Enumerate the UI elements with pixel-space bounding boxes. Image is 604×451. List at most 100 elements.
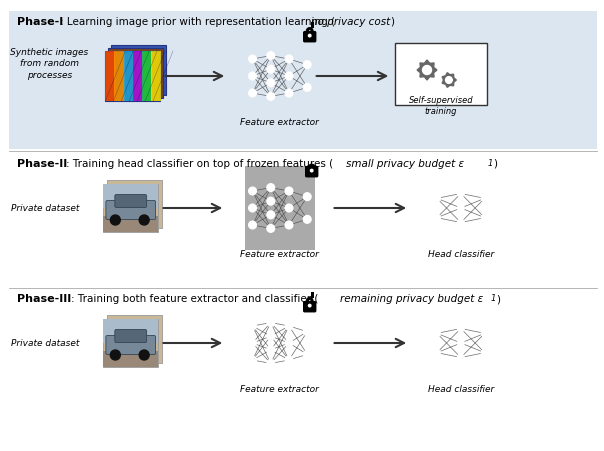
FancyBboxPatch shape: [115, 330, 147, 343]
Circle shape: [249, 56, 257, 64]
Circle shape: [457, 354, 464, 361]
FancyBboxPatch shape: [304, 302, 316, 312]
Circle shape: [267, 212, 275, 219]
Circle shape: [303, 350, 311, 359]
FancyBboxPatch shape: [108, 49, 163, 99]
Text: no privacy cost: no privacy cost: [310, 17, 390, 27]
Circle shape: [303, 84, 311, 92]
FancyBboxPatch shape: [105, 52, 115, 102]
Text: 1: 1: [490, 293, 496, 302]
Circle shape: [309, 305, 311, 307]
Text: : Training head classifier on top of frozen features (: : Training head classifier on top of fro…: [66, 159, 333, 169]
Circle shape: [303, 193, 311, 201]
Circle shape: [285, 90, 293, 98]
Text: Synthetic images
from random
processes: Synthetic images from random processes: [10, 48, 88, 80]
FancyBboxPatch shape: [105, 52, 160, 102]
Text: Feature extractor: Feature extractor: [240, 118, 320, 127]
Circle shape: [267, 66, 275, 74]
FancyBboxPatch shape: [306, 167, 318, 177]
FancyBboxPatch shape: [108, 180, 162, 229]
Text: Phase-III: Phase-III: [18, 293, 72, 304]
Circle shape: [267, 93, 275, 101]
Text: Self-supervised
training: Self-supervised training: [409, 96, 474, 116]
Text: : Training both feature extractor and classifier (: : Training both feature extractor and cl…: [71, 293, 318, 304]
Text: Feature extractor: Feature extractor: [240, 249, 320, 258]
Circle shape: [249, 188, 257, 196]
FancyBboxPatch shape: [103, 351, 158, 367]
Circle shape: [249, 90, 257, 98]
FancyBboxPatch shape: [103, 319, 158, 367]
Circle shape: [267, 225, 275, 233]
Text: small privacy budget ε: small privacy budget ε: [347, 159, 464, 169]
Circle shape: [249, 73, 257, 81]
Circle shape: [457, 220, 464, 226]
Circle shape: [457, 205, 464, 212]
Circle shape: [446, 78, 452, 84]
Circle shape: [249, 205, 257, 212]
Circle shape: [481, 350, 488, 356]
Text: 1: 1: [487, 159, 493, 168]
Circle shape: [285, 339, 293, 347]
Circle shape: [111, 216, 120, 226]
Text: ): ): [390, 17, 394, 27]
Circle shape: [267, 332, 275, 341]
FancyBboxPatch shape: [111, 46, 166, 96]
FancyBboxPatch shape: [10, 12, 597, 150]
FancyBboxPatch shape: [115, 195, 147, 208]
FancyBboxPatch shape: [103, 184, 158, 208]
Polygon shape: [417, 61, 437, 81]
Circle shape: [481, 195, 488, 202]
Circle shape: [285, 188, 293, 196]
Circle shape: [434, 350, 440, 356]
Text: remaining privacy budget ε: remaining privacy budget ε: [339, 293, 483, 304]
Circle shape: [267, 184, 275, 192]
Circle shape: [249, 221, 257, 230]
Circle shape: [139, 350, 149, 360]
FancyBboxPatch shape: [108, 315, 162, 363]
FancyBboxPatch shape: [124, 52, 133, 102]
Circle shape: [303, 61, 311, 69]
Circle shape: [309, 35, 311, 38]
Text: ): ): [493, 159, 498, 169]
FancyBboxPatch shape: [103, 319, 158, 343]
Circle shape: [267, 319, 275, 327]
Circle shape: [249, 322, 257, 330]
FancyBboxPatch shape: [142, 52, 152, 102]
Circle shape: [285, 56, 293, 64]
FancyBboxPatch shape: [304, 32, 316, 43]
Circle shape: [303, 216, 311, 224]
FancyBboxPatch shape: [106, 201, 156, 220]
Circle shape: [267, 80, 275, 87]
Circle shape: [481, 330, 488, 337]
Circle shape: [249, 339, 257, 347]
Text: Phase-I: Phase-I: [18, 17, 63, 27]
Circle shape: [139, 216, 149, 226]
Text: ): ): [496, 293, 501, 304]
Circle shape: [481, 215, 488, 222]
Circle shape: [457, 340, 464, 347]
Circle shape: [285, 356, 293, 364]
FancyBboxPatch shape: [151, 52, 161, 102]
Circle shape: [310, 170, 313, 172]
FancyBboxPatch shape: [103, 216, 158, 232]
Circle shape: [285, 73, 293, 81]
Circle shape: [434, 215, 440, 222]
Circle shape: [303, 328, 311, 336]
FancyBboxPatch shape: [115, 52, 124, 102]
Circle shape: [457, 191, 464, 198]
Circle shape: [285, 322, 293, 330]
Circle shape: [267, 52, 275, 60]
Text: Phase-II: Phase-II: [18, 159, 68, 169]
FancyBboxPatch shape: [133, 52, 143, 102]
Circle shape: [267, 359, 275, 368]
Text: Head classifier: Head classifier: [428, 384, 494, 393]
Text: Private dataset: Private dataset: [11, 339, 79, 348]
Circle shape: [423, 66, 431, 75]
Text: : Learning image prior with representation learning (: : Learning image prior with representati…: [60, 17, 335, 27]
Circle shape: [434, 330, 440, 337]
Text: Private dataset: Private dataset: [11, 204, 79, 213]
FancyBboxPatch shape: [103, 184, 158, 232]
Circle shape: [285, 205, 293, 212]
FancyBboxPatch shape: [106, 336, 156, 355]
Circle shape: [249, 356, 257, 364]
